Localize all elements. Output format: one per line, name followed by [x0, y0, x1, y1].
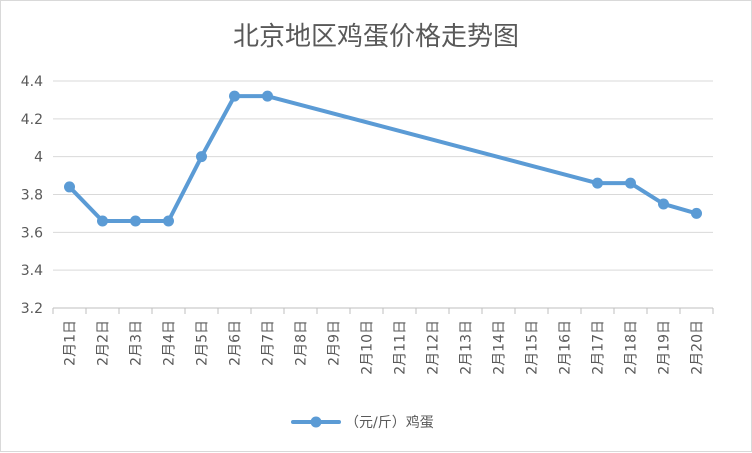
x-tick-label: 2月15日	[525, 320, 541, 375]
x-tick-label: 2月2日	[96, 320, 112, 366]
x-tick-label: 2月9日	[327, 320, 343, 366]
x-tick-label: 2月13日	[459, 320, 475, 375]
data-point	[262, 90, 273, 102]
data-point	[691, 207, 702, 219]
y-tick-label: 4.4	[21, 74, 43, 90]
data-point	[196, 151, 207, 163]
data-point	[229, 90, 240, 102]
x-tick-label: 2月18日	[624, 320, 640, 375]
x-tick-label: 2月3日	[129, 320, 145, 366]
data-point	[658, 198, 669, 210]
x-tick-label: 2月11日	[393, 320, 409, 375]
data-point	[625, 177, 636, 189]
x-tick-label: 2月10日	[360, 320, 376, 375]
x-axis: 2月1日 2月2日 2月3日 2月4日 2月5日 2月6日 2月7日 2月8日 2月9日 2月10…	[52, 307, 714, 375]
y-tick-label: 4	[34, 150, 43, 166]
legend: （元/斤）鸡蛋	[291, 414, 434, 431]
legend-entry-label: （元/斤）鸡蛋	[345, 414, 434, 431]
y-tick-label: 3.4	[21, 263, 43, 279]
series-line	[67, 94, 699, 223]
x-tick-label: 2月5日	[195, 320, 211, 366]
y-axis: 3.2 3.4 3.6 3.8 4 4.2 4.4	[21, 74, 43, 317]
y-tick-label: 4.2	[21, 112, 43, 128]
x-tick-label: 2月12日	[426, 320, 442, 375]
data-point	[97, 215, 108, 227]
chart-title: 北京地区鸡蛋价格走势图	[233, 22, 519, 52]
x-tick-label: 2月7日	[261, 320, 277, 366]
x-tick-label: 2月1日	[63, 320, 79, 366]
x-tick-label: 2月16日	[558, 320, 574, 375]
x-tick-label: 2月6日	[228, 320, 244, 366]
x-tick-label: 2月19日	[657, 320, 673, 375]
gridlines	[53, 80, 713, 271]
y-tick-label: 3.2	[21, 301, 43, 317]
x-tick-label: 2月17日	[591, 320, 607, 375]
legend-marker-swatch	[310, 416, 322, 428]
data-point	[64, 181, 75, 193]
y-tick-label: 3.8	[21, 188, 43, 204]
data-point	[130, 215, 141, 227]
data-point	[592, 177, 603, 189]
data-point	[163, 215, 174, 227]
y-tick-label: 3.6	[21, 225, 43, 241]
x-tick-label: 2月20日	[690, 320, 706, 375]
x-tick-label: 2月4日	[162, 320, 178, 366]
x-tick-label: 2月14日	[492, 320, 508, 375]
x-tick-label: 2月8日	[294, 320, 310, 366]
series-group	[64, 90, 702, 227]
